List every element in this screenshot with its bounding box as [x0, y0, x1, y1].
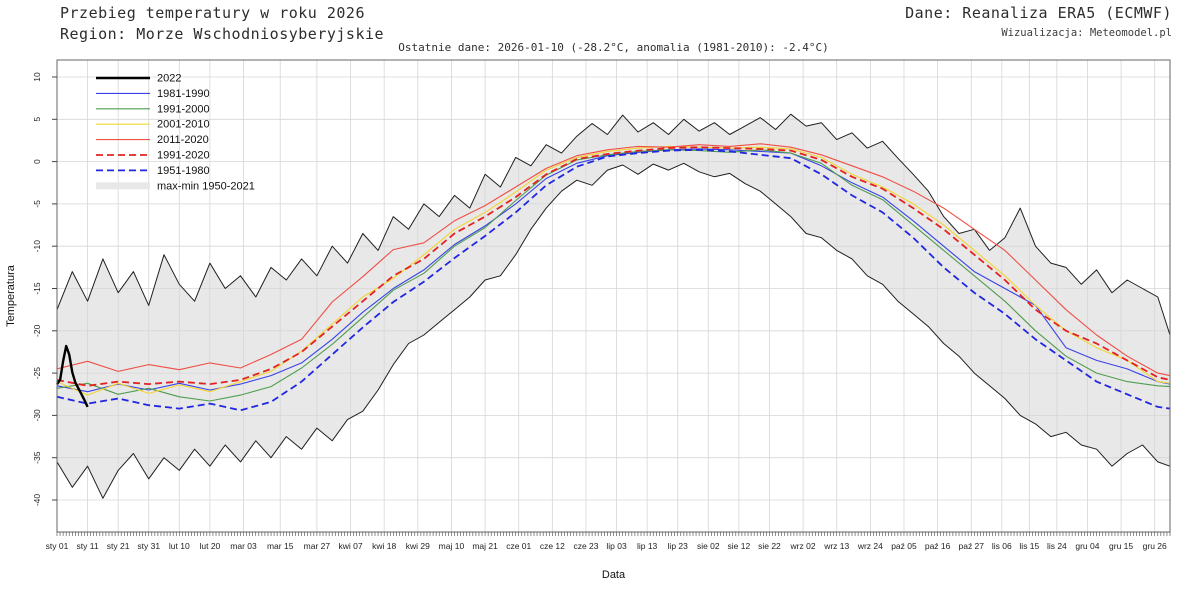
y-tick-label: -35	[32, 451, 42, 464]
x-tick-label: cze 12	[540, 541, 565, 551]
band-min-line	[56, 162, 1171, 499]
band-max-line	[56, 113, 1171, 336]
x-tick-label: maj 21	[472, 541, 498, 551]
legend-label-2011-2020: 2011-2020	[157, 134, 209, 146]
legend-label-1981-1990: 1981-1990	[157, 88, 210, 100]
x-tick-label: cze 01	[506, 541, 531, 551]
x-tick-label: paź 27	[958, 541, 984, 551]
x-tick-label: sty 11	[77, 541, 99, 551]
x-tick-label: sty 21	[107, 541, 130, 551]
legend-label-1991-2000: 1991-2000	[157, 103, 210, 115]
x-tick-label: mar 27	[304, 541, 331, 551]
x-tick-label: gru 04	[1075, 541, 1099, 551]
legend-label-2001-2010: 2001-2010	[157, 119, 210, 131]
y-tick-label: -15	[32, 282, 42, 295]
y-tick-label: -40	[32, 494, 42, 507]
x-tick-label: wrz 13	[823, 541, 849, 551]
series-line-1991-2020	[56, 146, 1171, 387]
legend-label-1951-1980: 1951-1980	[157, 165, 210, 177]
x-tick-label: lut 20	[199, 541, 220, 551]
last-data-subtitle: Ostatnie dane: 2026-01-10 (-28.2°C, anom…	[398, 41, 829, 54]
x-axis-label: Data	[602, 569, 626, 581]
x-tick-label: mar 03	[230, 541, 257, 551]
x-tick-label: maj 10	[439, 541, 465, 551]
y-tick-label: -20	[32, 324, 42, 337]
x-tick-label: gru 15	[1109, 541, 1133, 551]
legend-label-1991-2020: 1991-2020	[157, 150, 210, 162]
legend-label-2022: 2022	[157, 73, 181, 85]
series-line-2001-2010	[56, 145, 1171, 396]
series-line-1951-1980	[56, 148, 1171, 412]
data-source-label: Dane: Reanaliza ERA5 (ECMWF)	[905, 4, 1172, 22]
x-tick-label: gru 26	[1143, 541, 1167, 551]
page-subtitle-region: Region: Morze Wschodniosyberyjskie	[60, 25, 385, 43]
y-tick-label: 0	[32, 159, 42, 164]
x-tick-label: sty 01	[46, 541, 69, 551]
x-tick-label: paź 05	[891, 541, 917, 551]
x-tick-label: wrz 02	[790, 541, 816, 551]
y-axis-label: Temperatura	[5, 264, 17, 327]
x-tick-label: cze 23	[573, 541, 598, 551]
x-tick-label: kwi 29	[406, 541, 430, 551]
x-tick-label: kwi 18	[372, 541, 396, 551]
page-title: Przebieg temperatury w roku 2026	[60, 4, 365, 22]
x-tick-label: wrz 24	[857, 541, 883, 551]
x-tick-label: lut 10	[169, 541, 190, 551]
visualization-credit: Wizualizacja: Meteomodel.pl	[1001, 27, 1172, 39]
x-tick-label: lis 06	[992, 541, 1012, 551]
y-tick-label: -10	[32, 240, 42, 253]
y-tick-label: 5	[32, 117, 42, 122]
x-tick-label: kwi 07	[338, 541, 362, 551]
x-tick-label: lis 24	[1047, 541, 1067, 551]
x-tick-label: sie 22	[758, 541, 781, 551]
y-tick-label: -25	[32, 367, 42, 380]
y-tick-label: -30	[32, 409, 42, 422]
x-tick-label: lip 23	[668, 541, 689, 551]
x-tick-label: lip 03	[606, 541, 627, 551]
x-tick-label: sie 02	[697, 541, 720, 551]
y-tick-label: 10	[32, 72, 42, 82]
series-line-1991-2000	[56, 149, 1171, 402]
y-tick-label: -5	[32, 200, 42, 208]
series-line-2011-2020	[56, 143, 1171, 377]
x-tick-label: sie 12	[728, 541, 751, 551]
x-tick-label: lip 13	[637, 541, 658, 551]
x-tick-label: mar 15	[267, 541, 294, 551]
x-tick-label: lis 15	[1019, 541, 1039, 551]
legend-band-swatch	[96, 182, 150, 190]
x-tick-label: paź 16	[925, 541, 951, 551]
x-tick-label: sty 31	[137, 541, 160, 551]
legend-label-band: max-min 1950-2021	[157, 180, 255, 192]
band-max-min-area	[57, 114, 1170, 499]
series-line-2022	[56, 344, 89, 408]
